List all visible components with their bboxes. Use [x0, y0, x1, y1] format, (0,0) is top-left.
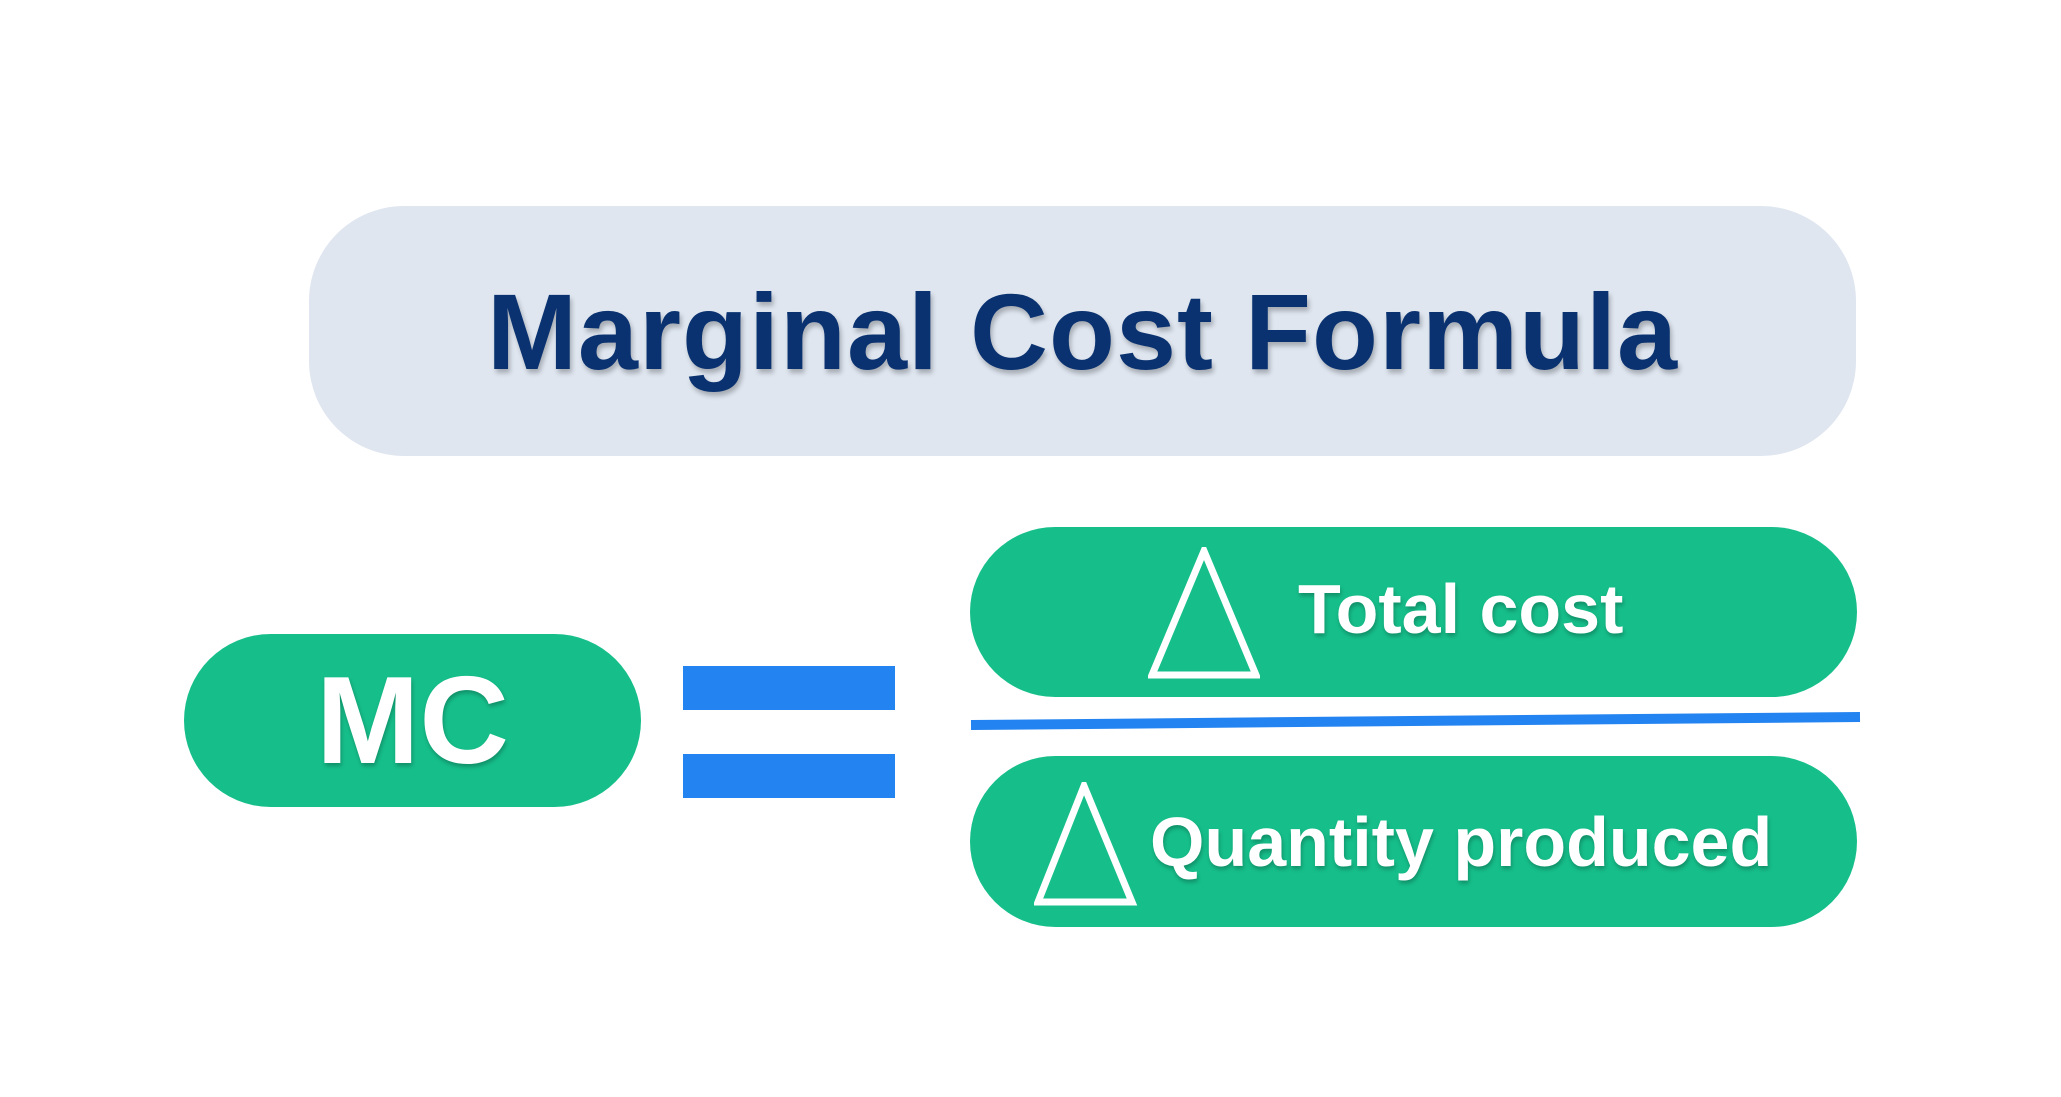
mc-pill: MC	[184, 634, 641, 807]
delta-icon	[1148, 547, 1260, 679]
numerator-pill: Total cost	[970, 527, 1857, 697]
title: Marginal Cost Formula	[486, 270, 1679, 392]
equals-sign-top-bar	[683, 666, 895, 710]
delta-icon	[1034, 782, 1138, 906]
denominator-label: Quantity produced	[1150, 803, 1773, 881]
denominator-pill: Quantity produced	[970, 756, 1857, 927]
numerator-label: Total cost	[1298, 570, 1624, 648]
title-banner: Marginal Cost Formula	[309, 206, 1856, 456]
mc-label: MC	[316, 651, 509, 790]
equals-sign-bottom-bar	[683, 754, 895, 798]
fraction-line	[970, 712, 1861, 730]
